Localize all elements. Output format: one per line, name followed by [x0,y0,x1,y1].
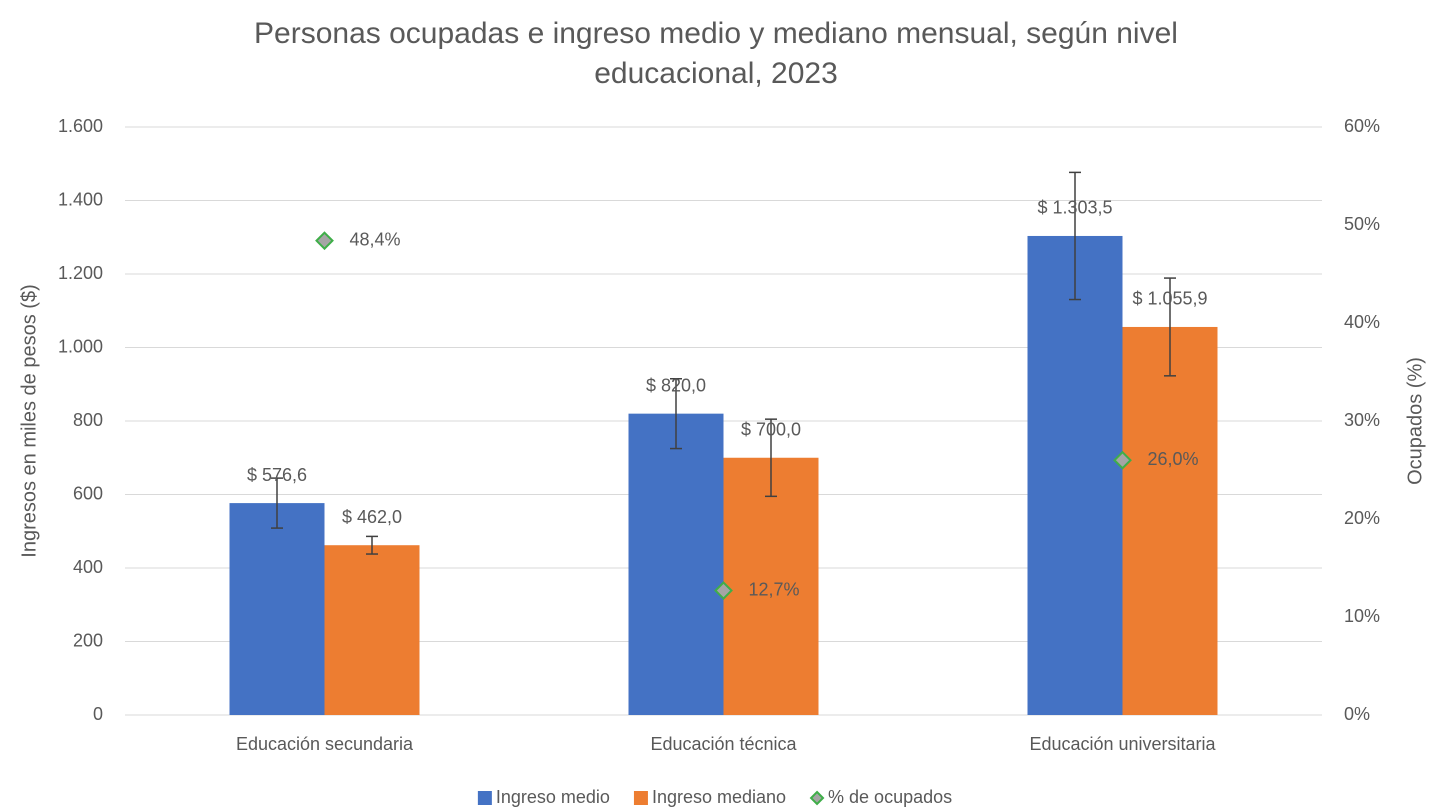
y2-tick-label: 0% [1344,704,1370,724]
data-label: 48,4% [350,229,401,249]
error-bar [1164,277,1176,377]
error-bar [765,418,777,498]
error-bar [271,477,283,529]
y-tick-label: 1.600 [58,116,103,136]
bar [628,413,724,715]
y-tick-label: 200 [73,630,103,650]
bar [229,503,325,715]
data-label: 12,7% [749,579,800,599]
error-bar [670,377,682,450]
y2-tick-label: 10% [1344,606,1380,626]
y-tick-label: 1.400 [58,189,103,209]
data-label: $ 1.055,9 [1132,289,1207,309]
bar [1122,326,1218,715]
bar [324,545,420,715]
marker [1113,450,1132,470]
legend-label: % de ocupados [828,787,952,807]
y2-tick-label: 60% [1344,116,1380,136]
y-axis-label: Ingresos en miles de pesos ($) [18,284,40,557]
data-label: $ 1.303,5 [1037,198,1112,218]
bar [723,457,819,715]
y-tick-label: 600 [73,483,103,503]
y2-axis-label: Ocupados (%) [1404,357,1426,485]
legend-swatch [477,791,492,805]
x-tick-label: Educación técnica [650,734,797,754]
legend-marker [809,790,825,806]
marker [714,581,733,600]
legend-label: Ingreso mediano [652,787,786,807]
y-tick-label: 1.000 [58,336,103,356]
marker [315,231,334,251]
legend-swatch [633,791,648,805]
error-bar [366,535,378,555]
data-label: $ 820,0 [646,375,706,395]
chart-title: Personas ocupadas e ingreso medio y medi… [254,17,1178,90]
x-tick-label: Educación universitaria [1029,734,1216,754]
data-label: $ 576,6 [247,465,307,485]
x-tick-label: Educación secundaria [236,734,414,754]
y2-tick-label: 20% [1344,508,1380,528]
bar [1027,235,1123,715]
y-tick-label: 0 [93,704,103,724]
y2-tick-label: 30% [1344,410,1380,430]
y2-tick-label: 50% [1344,214,1380,234]
data-label: 26,0% [1148,449,1199,469]
data-label: $ 462,0 [342,507,402,527]
y2-tick-label: 40% [1344,312,1380,332]
legend-label: Ingreso medio [496,787,610,807]
y-tick-label: 800 [73,410,103,430]
data-label: $ 700,0 [741,420,801,440]
error-bar [1069,171,1081,301]
y-tick-label: 1.200 [58,263,103,283]
y-tick-label: 400 [73,557,103,577]
